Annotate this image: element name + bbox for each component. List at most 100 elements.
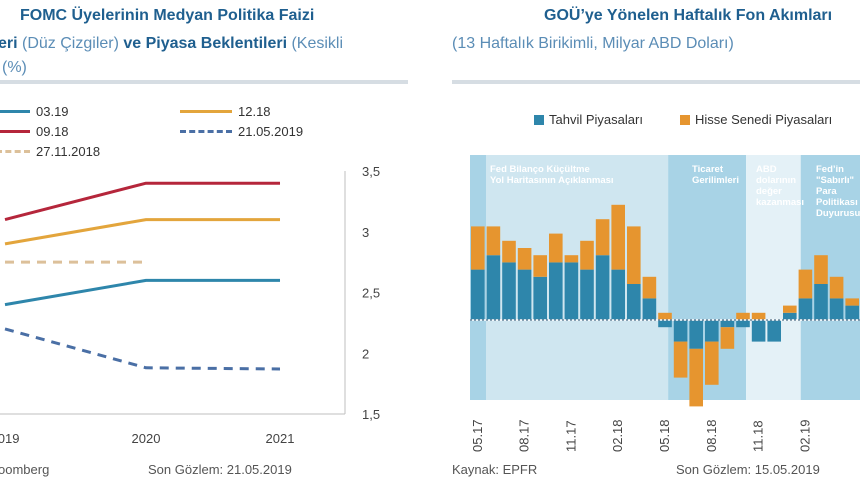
bond-bar bbox=[595, 255, 610, 320]
bond-bar bbox=[564, 262, 579, 320]
x-tick-label: 05.17 bbox=[470, 419, 485, 452]
right-last-observation: Son Gözlem: 15.05.2019 bbox=[676, 462, 820, 477]
annotation-text: dolarının bbox=[756, 175, 796, 186]
equity-bar bbox=[720, 327, 735, 349]
left-subtitle-line2: (%) bbox=[2, 59, 27, 76]
equity-bar bbox=[580, 240, 594, 270]
annotation-text: Politikası bbox=[816, 197, 858, 208]
legend-item-12-18: 12.18 bbox=[180, 104, 271, 119]
legend-item-21-05-2019: 21.05.2019 bbox=[180, 124, 303, 139]
legend-swatch bbox=[0, 110, 30, 113]
left-subtitle: eri (Düz Çizgiler) ve Piyasa Beklentiler… bbox=[0, 34, 343, 54]
x-tick-label: 2019 bbox=[0, 431, 19, 446]
right-subtitle: (13 Haftalık Birikimli, Milyar ABD Dolar… bbox=[452, 35, 734, 52]
x-tick-label: 11.18 bbox=[751, 420, 766, 452]
left-line-chart: 1,5 2 2,5 3 3,5 2019 2020 2021 bbox=[0, 164, 380, 446]
legend-label: Hisse Senedi Piyasaları bbox=[695, 112, 833, 127]
left-subtitle-part-3: ve Piyasa Beklentileri bbox=[123, 35, 288, 52]
left-title-rule bbox=[0, 80, 408, 84]
bond-bar bbox=[471, 269, 485, 320]
y-tick-label: 3 bbox=[362, 225, 369, 240]
y-tick-label: 3,5 bbox=[362, 164, 380, 179]
bond-bar bbox=[533, 276, 547, 320]
left-source: oomberg bbox=[0, 462, 50, 477]
equity-bar bbox=[705, 341, 719, 385]
annotation-text: Ticaret bbox=[692, 164, 724, 175]
bond-bar bbox=[705, 320, 719, 342]
bond-bar bbox=[767, 320, 781, 342]
annotation-text: kazanması bbox=[756, 197, 804, 208]
bond-bar bbox=[502, 262, 516, 320]
bond-bar bbox=[736, 320, 750, 328]
bond-bar bbox=[783, 312, 797, 320]
bond-bar bbox=[798, 298, 813, 320]
annotation-text: Fed’in bbox=[816, 164, 844, 175]
equity-bar bbox=[798, 269, 813, 299]
equity-bar bbox=[689, 348, 703, 407]
legend-label: 03.19 bbox=[36, 104, 69, 119]
x-tick-label: 08.17 bbox=[517, 419, 532, 452]
x-tick-label: 02.18 bbox=[610, 419, 625, 452]
bond-bar bbox=[814, 284, 828, 320]
bond-bar bbox=[720, 320, 735, 328]
series-line-09-18 bbox=[4, 181, 280, 222]
x-tick-label: 08.18 bbox=[704, 419, 719, 452]
right-title: GOÜ’ye Yönelen Haftalık Fon Akımları bbox=[544, 7, 833, 24]
annotation-text: Duyurusu bbox=[816, 208, 860, 219]
equity-bar bbox=[845, 298, 859, 306]
equity-bar bbox=[471, 226, 485, 270]
right-chart-panel: GOÜ’ye Yönelen Haftalık Fon Akımları (13… bbox=[430, 0, 860, 480]
legend-swatch bbox=[180, 110, 232, 113]
equity-bar bbox=[783, 305, 797, 313]
equity-bar bbox=[486, 226, 501, 256]
series-line-03-19 bbox=[4, 278, 280, 307]
equity-bar bbox=[814, 255, 828, 284]
equity-bar bbox=[829, 276, 844, 299]
equity-bar bbox=[751, 312, 766, 320]
annotation-text: "Sabırlı" bbox=[816, 175, 854, 186]
x-tick-label: 11.17 bbox=[563, 420, 578, 452]
series-line-21-05-2019 bbox=[4, 327, 281, 371]
bond-bar bbox=[689, 320, 703, 349]
annotation-text: ABD bbox=[756, 164, 777, 175]
legend-label: 12.18 bbox=[238, 104, 271, 119]
equity-bar bbox=[533, 255, 547, 277]
left-chart-panel: FOMC Üyelerinin Medyan Politika Faizi er… bbox=[0, 0, 420, 480]
equity-bar bbox=[642, 276, 657, 299]
bond-bar bbox=[845, 305, 859, 320]
bond-bar bbox=[673, 320, 688, 342]
equity-bar bbox=[595, 219, 610, 256]
legend-item-09-18: 09.18 bbox=[0, 124, 69, 139]
right-title-rule bbox=[452, 80, 860, 84]
left-subtitle-part-2: (Düz Çizgiler) bbox=[17, 35, 124, 52]
legend-label: 27.11.2018 bbox=[36, 144, 101, 159]
bond-bar bbox=[627, 284, 641, 320]
y-tick-label: 1,5 bbox=[362, 407, 380, 422]
equity-bar bbox=[627, 226, 641, 284]
equity-bar bbox=[502, 240, 516, 263]
x-tick-label: 02.19 bbox=[797, 419, 812, 452]
bond-bar bbox=[829, 298, 844, 320]
bond-bar bbox=[611, 269, 625, 320]
equity-bar bbox=[564, 255, 579, 263]
equity-bar bbox=[673, 341, 688, 378]
bond-bar bbox=[642, 298, 657, 320]
right-source: Kaynak: EPFR bbox=[452, 462, 538, 477]
legend-item-bond: Tahvil Piyasaları bbox=[534, 112, 643, 127]
legend-swatch bbox=[680, 114, 690, 125]
legend-swatch bbox=[0, 130, 30, 133]
bond-bar bbox=[658, 320, 672, 328]
x-tick-label: 2021 bbox=[266, 431, 295, 446]
legend-item-equity: Hisse Senedi Piyasaları bbox=[680, 112, 832, 127]
equity-bar bbox=[658, 312, 672, 320]
y-tick-label: 2 bbox=[362, 346, 369, 361]
bond-bar bbox=[549, 262, 563, 320]
bond-bar bbox=[517, 269, 532, 320]
annotation-text: Gerilimleri bbox=[692, 175, 739, 186]
bond-bar bbox=[580, 269, 594, 320]
left-title: FOMC Üyelerinin Medyan Politika Faizi bbox=[20, 7, 315, 24]
annotation-text: Fed Bilanço Küçültme bbox=[490, 164, 590, 175]
equity-bar bbox=[549, 233, 563, 263]
equity-bar bbox=[517, 248, 532, 270]
